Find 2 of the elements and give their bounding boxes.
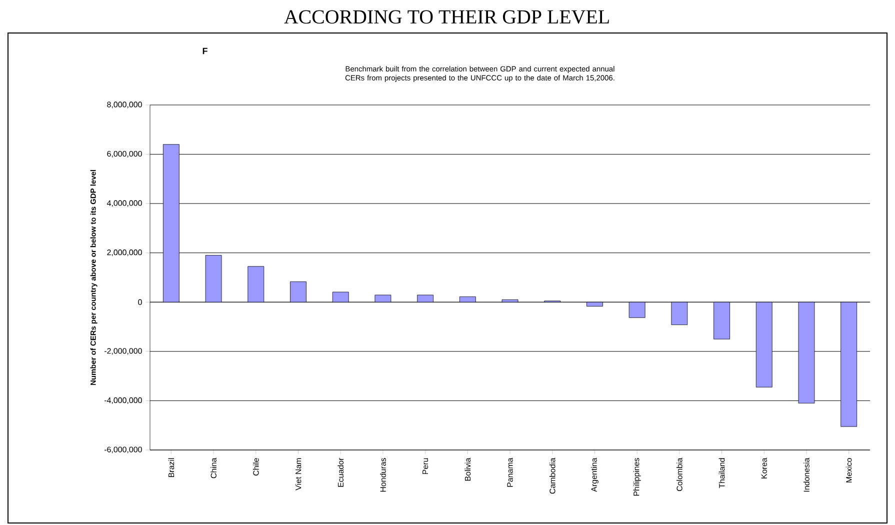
chart-title: ACCORDING TO THEIR GDP LEVEL (284, 10, 609, 24)
text: F (202, 48, 208, 54)
